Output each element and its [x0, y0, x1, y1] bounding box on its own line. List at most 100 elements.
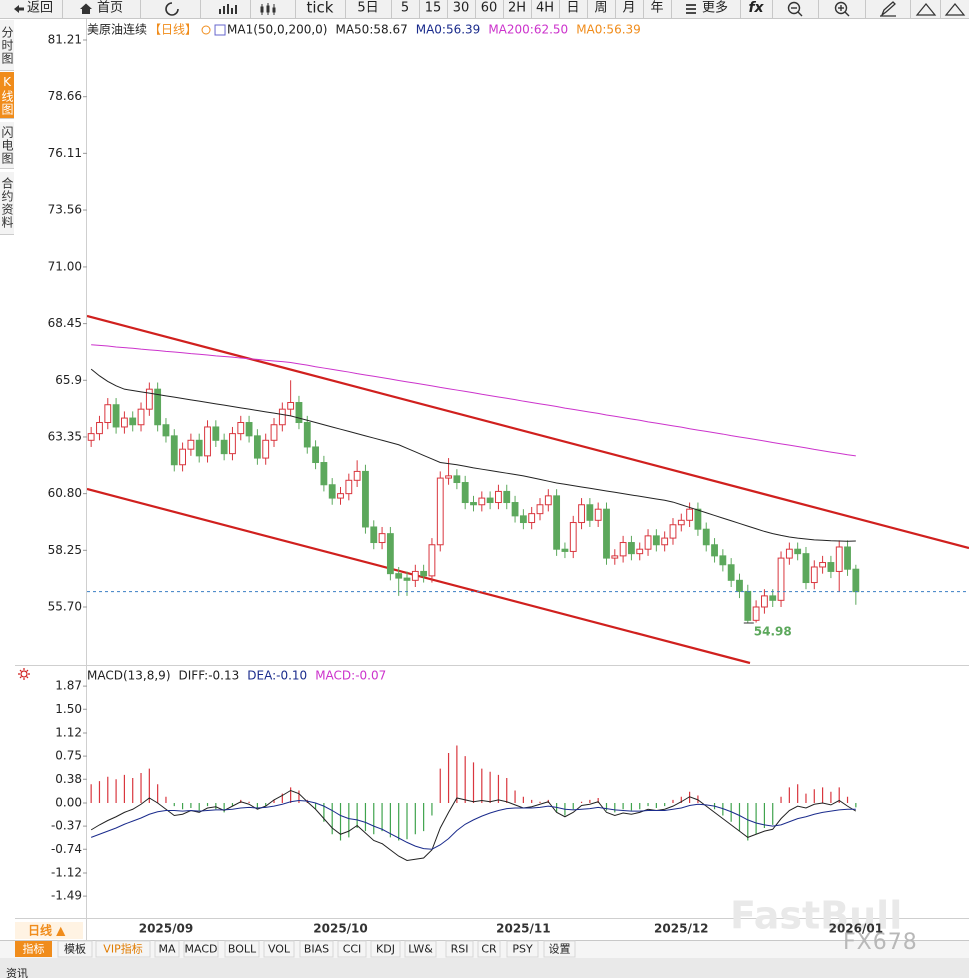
candle-body [677, 519, 685, 526]
toolbar-button[interactable]: 周 [594, 1, 607, 16]
indicator-tab[interactable]: PSY [512, 943, 533, 956]
candle-body [486, 497, 494, 504]
y-tick-label: 1.50 [55, 702, 82, 716]
candle-body [370, 526, 378, 544]
candle-body [810, 566, 818, 584]
tab-box[interactable] [477, 940, 501, 958]
indicator-tab[interactable]: MA [158, 943, 175, 956]
candle-body [187, 439, 195, 450]
candle-body [470, 502, 477, 506]
candle-body [428, 544, 436, 577]
back-icon [14, 5, 24, 13]
y-tick-label: 71.00 [48, 259, 82, 273]
tab-box[interactable] [404, 940, 437, 958]
x-tick-label: 2025/11 [496, 922, 550, 936]
toolbar-button[interactable]: 15 [425, 1, 442, 16]
toolbar-button[interactable]: 2H [508, 1, 526, 16]
toolbar-button[interactable]: 日 [566, 1, 579, 16]
toolbar-button[interactable]: 5日 [357, 1, 378, 16]
x-tick-label: 2025/12 [654, 922, 708, 936]
y-tick-label: 76.11 [48, 146, 82, 160]
indicator-tab[interactable]: 模板 [64, 942, 86, 956]
tab-box[interactable] [183, 940, 219, 958]
toolbar-button[interactable]: 首页 [97, 1, 123, 16]
indicator-tab[interactable]: 指标 [23, 942, 45, 956]
period-button[interactable]: 日线 ▲ [28, 923, 66, 938]
candle-body [536, 504, 544, 515]
candle-body [120, 417, 128, 428]
toolbar-button[interactable]: 更多 [702, 0, 728, 16]
candle-body [736, 579, 743, 592]
toolbar-button[interactable]: 4H [536, 1, 554, 16]
candle-body [445, 475, 452, 479]
tab-box[interactable] [299, 940, 334, 958]
indicator-tab[interactable]: 设置 [549, 943, 571, 956]
candle-body [519, 515, 527, 524]
x-tick-label: 2025/10 [313, 922, 367, 936]
toolbar-button[interactable]: 60 [481, 1, 498, 16]
candle-body [819, 562, 827, 568]
tab-box[interactable] [15, 941, 52, 957]
candle-body [628, 542, 635, 555]
tab-box[interactable] [95, 940, 151, 958]
toolbar-button[interactable]: 5 [401, 1, 409, 16]
candle-body [761, 595, 768, 608]
y-tick-label: 0.00 [55, 796, 82, 810]
toolbar-button[interactable]: 月 [622, 1, 635, 16]
footer-tab[interactable]: 资讯 [6, 967, 28, 978]
tab-box[interactable] [445, 940, 474, 958]
home-icon [80, 3, 92, 14]
tab-box[interactable] [370, 940, 401, 958]
sidebar-tab[interactable]: 闪电图 [0, 122, 14, 169]
candle-body [154, 388, 162, 426]
tab-box[interactable] [337, 940, 367, 958]
candle-body [827, 562, 835, 572]
candle-body [802, 553, 810, 584]
indicator-tab[interactable]: CCI [343, 943, 362, 956]
sidebar-tab[interactable]: 合约资料 [0, 172, 14, 235]
y-tick-label: -1.49 [51, 889, 82, 903]
candle-body [661, 537, 669, 546]
indicator-tab[interactable]: MACD [185, 943, 218, 956]
candle-body [378, 533, 386, 544]
toolbar [0, 0, 969, 18]
legend-entry: MACD(13,8,9) [87, 669, 171, 683]
candle-body [794, 548, 802, 555]
indicator-tab[interactable]: BOLL [228, 943, 257, 956]
tab-box[interactable] [263, 940, 295, 958]
candle-body [495, 490, 502, 504]
macd-line [90, 799, 856, 850]
candle-body [478, 497, 486, 506]
sidebar-tab[interactable]: 分时图 [0, 20, 14, 71]
candle-body [619, 542, 627, 557]
tab-box[interactable] [543, 940, 576, 958]
indicator-tab[interactable]: VIP指标 [103, 942, 142, 956]
indicator-tab[interactable]: RSI [451, 943, 469, 956]
period-box[interactable] [15, 922, 83, 939]
channel-upper [87, 314, 969, 550]
candle-body [578, 504, 585, 524]
legend-entry: DEA:-0.10 [247, 669, 307, 683]
toolbar-button[interactable]: 30 [453, 1, 470, 16]
candle-body [112, 404, 120, 428]
indicator-tab[interactable]: LW& [408, 943, 433, 956]
tab-box[interactable] [57, 940, 93, 958]
tab-box[interactable] [154, 940, 180, 958]
candle-body [270, 424, 278, 441]
indicator-tab[interactable]: CR [481, 943, 497, 956]
candle-body [96, 422, 103, 435]
toolbar-button[interactable]: 年 [650, 1, 663, 16]
indicator-tab[interactable]: VOL [268, 943, 291, 956]
toolbar-button[interactable]: 返回 [27, 1, 53, 16]
toolbar-button[interactable]: fx [748, 0, 764, 16]
indicator-tab[interactable]: BIAS [304, 943, 329, 956]
candle-body [785, 548, 793, 559]
toolbar-button[interactable]: tick [307, 0, 334, 17]
sidebar-tab[interactable]: K线图 [0, 72, 14, 119]
candle-body [511, 502, 519, 517]
y-tick-label: 63.35 [48, 429, 82, 443]
indicator-tab[interactable]: KDJ [376, 943, 395, 956]
candle-body [229, 433, 236, 455]
tab-box[interactable] [506, 940, 539, 958]
tab-box[interactable] [224, 940, 260, 958]
